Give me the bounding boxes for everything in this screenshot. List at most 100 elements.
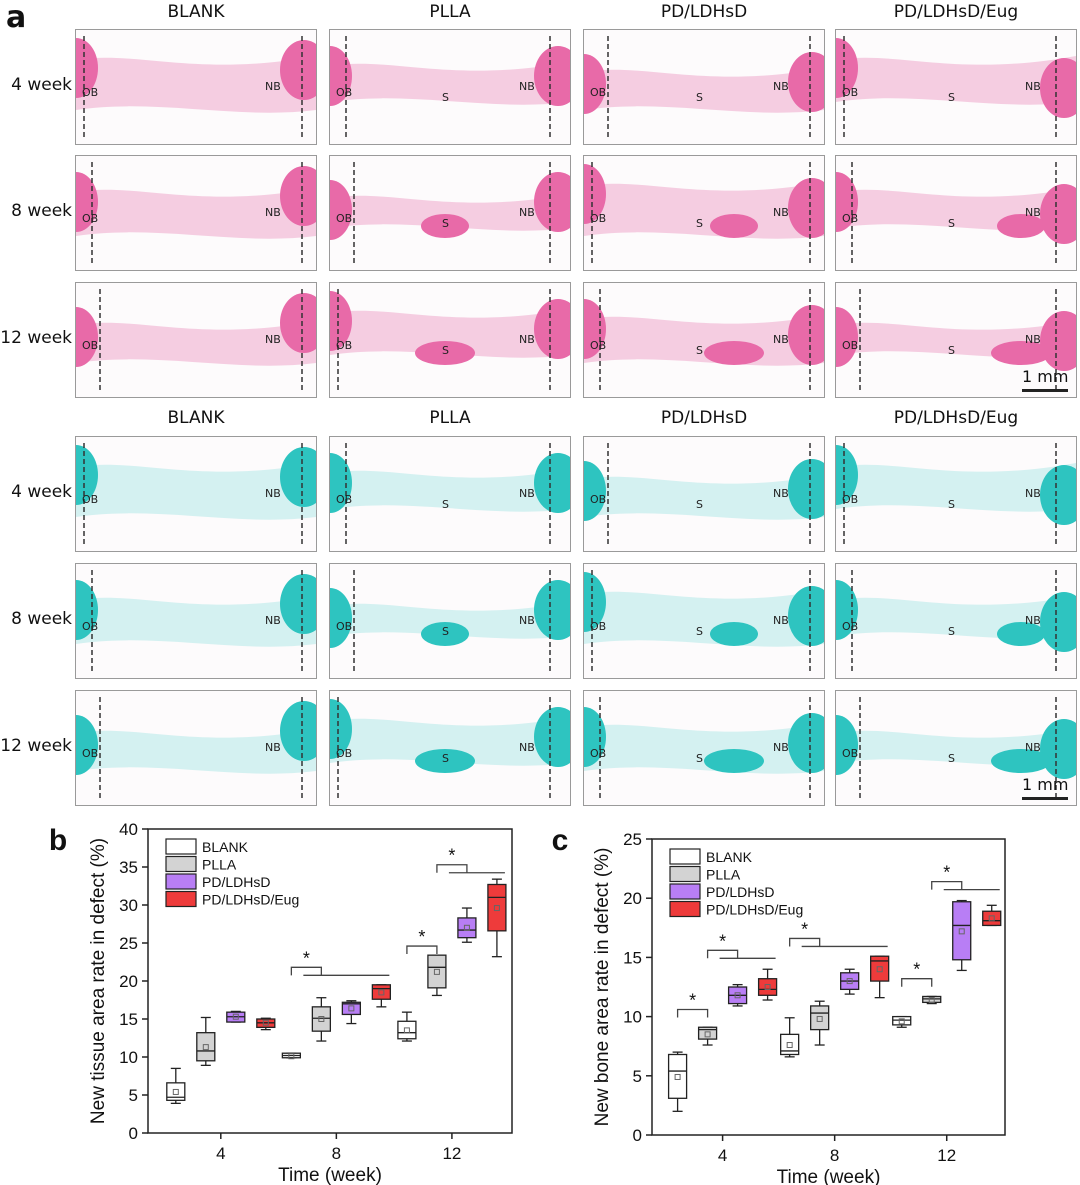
old-bone-region xyxy=(330,588,352,648)
histology-image: OB S NB xyxy=(835,563,1077,679)
tissue-section xyxy=(836,36,1076,138)
soft-tissue-region xyxy=(76,729,316,774)
box-pd-ldhsd-eug xyxy=(870,955,890,982)
x-tick-label: 12 xyxy=(442,1144,461,1163)
old-bone-region xyxy=(330,180,352,240)
soft-tissue-region xyxy=(330,717,570,766)
significance-bracket xyxy=(676,1008,709,1018)
row-header-4-week: 4 week xyxy=(11,482,72,502)
soft-tissue-region xyxy=(584,182,824,239)
x-axis-label: Time (week) xyxy=(278,1165,382,1185)
significance-bracket xyxy=(706,949,739,959)
mean-marker xyxy=(348,1005,355,1012)
old-bone-region xyxy=(788,713,824,773)
tissue-section xyxy=(76,36,316,138)
mean-marker xyxy=(433,968,440,975)
tissue-section xyxy=(330,289,570,391)
soft-tissue-region xyxy=(836,56,1076,105)
significance-bracket xyxy=(290,966,323,976)
region-label-nb: NB xyxy=(773,487,789,500)
x-axis-label: Time (week) xyxy=(777,1167,881,1185)
soft-tissue-region xyxy=(330,194,570,231)
significance-star: * xyxy=(303,948,310,968)
region-label-ob: OB xyxy=(82,339,99,352)
region-label-ob: OB xyxy=(336,493,353,506)
soft-tissue-region xyxy=(76,188,316,239)
significance-star: * xyxy=(448,846,455,866)
region-label-s: S xyxy=(696,752,703,765)
panel-letter-a: a xyxy=(6,0,27,35)
y-tick-label: 10 xyxy=(623,1008,642,1027)
y-tick-label: 0 xyxy=(129,1124,138,1143)
region-label-nb: NB xyxy=(773,333,789,346)
soft-tissue-region xyxy=(330,309,570,358)
region-label-nb: NB xyxy=(773,741,789,754)
significance-bracket xyxy=(789,937,821,947)
legend-swatch xyxy=(669,883,701,900)
old-bone-region xyxy=(280,447,316,507)
region-label-nb: NB xyxy=(1025,333,1041,346)
old-bone-region xyxy=(1040,311,1076,371)
mean-marker xyxy=(202,1044,209,1051)
region-label-s: S xyxy=(442,752,449,765)
row-header-4-week: 4 week xyxy=(11,75,72,95)
new-bone-region xyxy=(991,341,1051,365)
tissue-section xyxy=(584,36,824,138)
mean-marker xyxy=(262,1019,269,1026)
region-label-nb: NB xyxy=(265,487,281,500)
region-label-ob: OB xyxy=(590,339,607,352)
histology-image: OB NB S xyxy=(583,29,825,145)
y-tick-label: 15 xyxy=(623,948,642,967)
mean-marker xyxy=(288,1053,295,1060)
region-label-s: S xyxy=(442,625,449,638)
tissue-section xyxy=(836,570,1076,672)
mean-marker xyxy=(674,1073,681,1080)
tissue-section xyxy=(76,570,316,672)
histology-image: S NB OB xyxy=(835,29,1077,145)
old-bone-region xyxy=(280,574,316,634)
region-label-nb: NB xyxy=(519,614,535,627)
region-label-ob: OB xyxy=(842,620,859,633)
column-header-plla: PLLA xyxy=(429,2,471,22)
chart-b-new-tissue: b 0 5 10 15 20 25 30 35 40 4 8 12 Time (week) New tiss… xyxy=(49,820,513,1185)
mean-marker xyxy=(403,1027,410,1034)
mean-marker xyxy=(876,966,883,973)
old-bone-region xyxy=(584,54,606,114)
old-bone-region xyxy=(788,459,824,519)
mean-marker xyxy=(958,928,965,935)
new-bone-region xyxy=(421,622,469,646)
mean-marker xyxy=(988,915,995,922)
soft-tissue-region xyxy=(330,62,570,105)
box-pd-ldhsd xyxy=(341,1001,362,1016)
region-label-ob: OB xyxy=(82,747,99,760)
mean-marker xyxy=(734,992,741,999)
y-tick-label: 25 xyxy=(623,830,642,849)
tissue-section xyxy=(584,289,824,391)
region-label-s: S xyxy=(696,217,703,230)
legend-label: PD/LDHsD/Eug xyxy=(706,902,803,918)
region-label-nb: NB xyxy=(265,206,281,219)
box-plla xyxy=(697,1026,718,1040)
old-bone-region xyxy=(76,715,98,775)
histology-image: OB NB xyxy=(75,282,317,398)
old-bone-region xyxy=(1040,184,1076,244)
histology-image: OB NB S 1 mm xyxy=(835,282,1077,398)
mean-marker xyxy=(928,997,935,1004)
histology-image: OB S NB xyxy=(583,282,825,398)
old-bone-region xyxy=(788,178,824,238)
x-tick-label: 4 xyxy=(718,1146,727,1165)
histology-image: OB S NB xyxy=(329,29,571,145)
chart-c-new-bone: c 0 5 10 15 20 25 4 8 12 Time (week) New bone area … xyxy=(552,824,1006,1185)
box-pd-ldhsd xyxy=(952,901,972,961)
mean-marker xyxy=(816,1015,823,1022)
box-blank xyxy=(397,1020,417,1040)
soft-tissue-region xyxy=(584,68,824,113)
tissue-section xyxy=(584,443,824,545)
histology-image: OB S NB xyxy=(583,690,825,806)
scale-bar-label: 1 mm xyxy=(1022,367,1069,386)
column-header-pd-ldhsd: PD/LDHsD xyxy=(660,2,748,22)
legend-label: BLANK xyxy=(706,849,753,865)
tissue-section xyxy=(836,697,1076,799)
region-label-nb: NB xyxy=(773,80,789,93)
tissue-section xyxy=(584,162,824,264)
